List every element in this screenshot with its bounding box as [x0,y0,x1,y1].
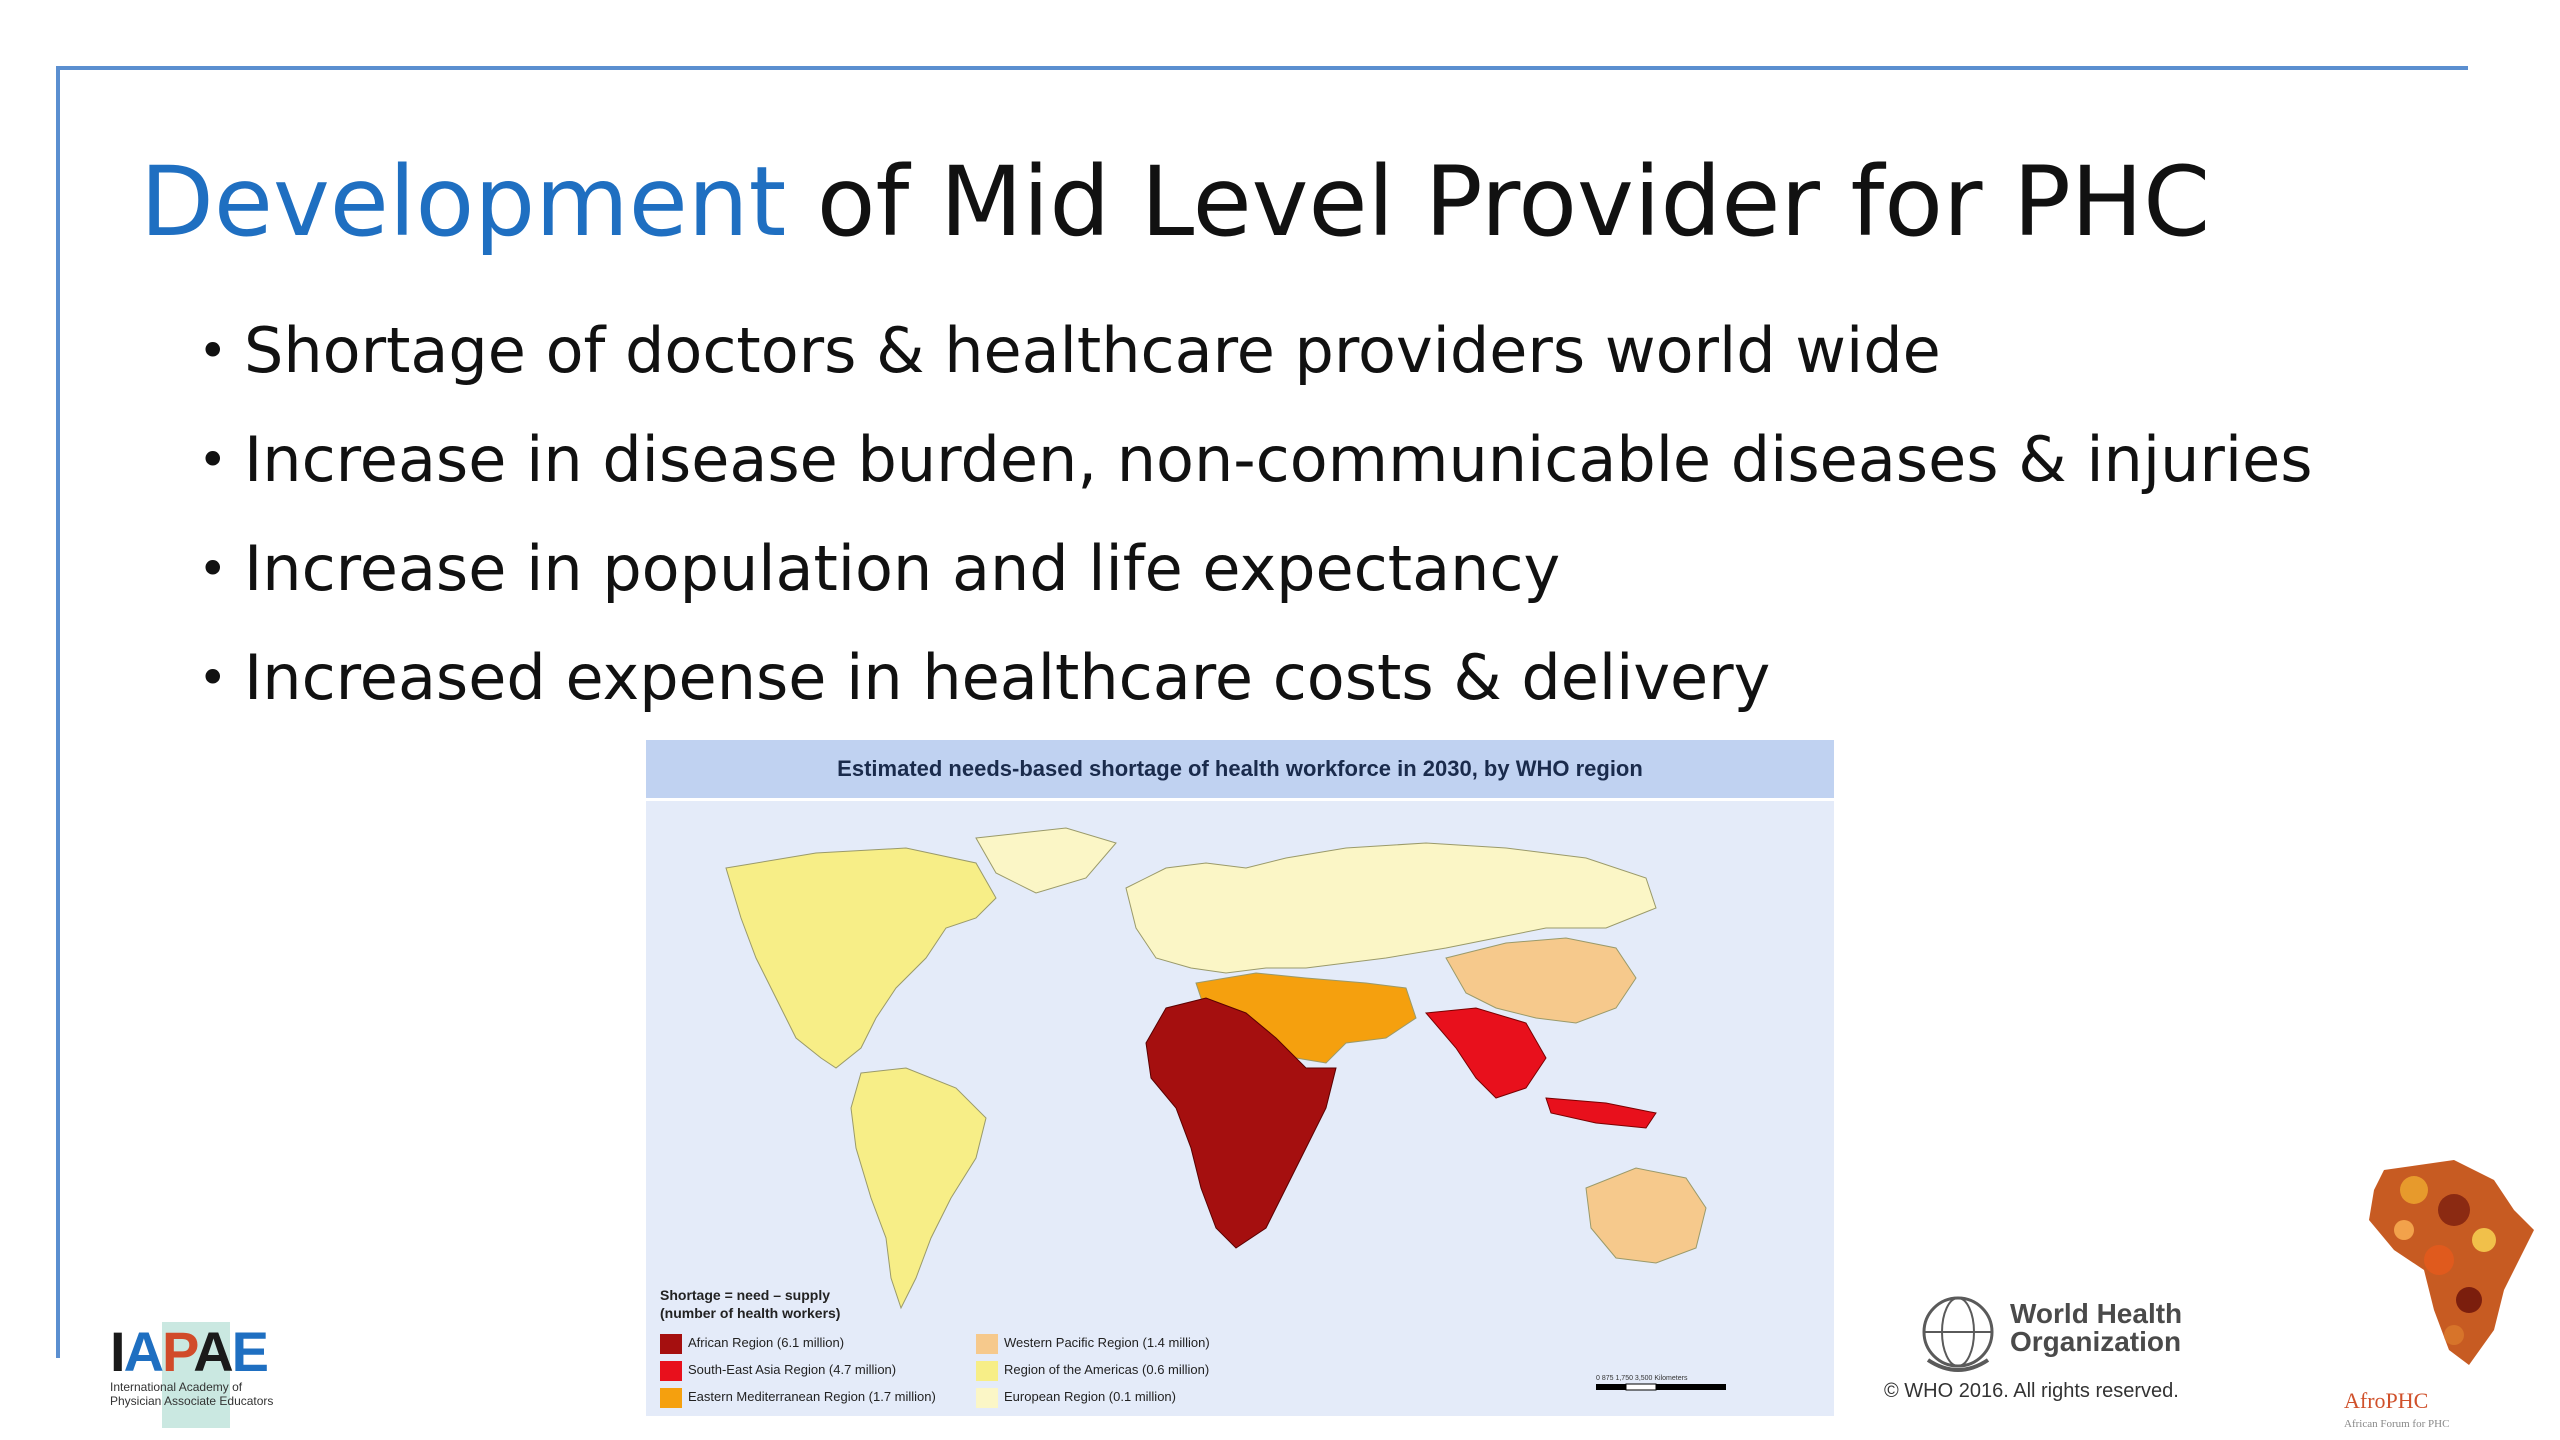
region-australia [1585,1167,1707,1264]
legend-swatch [976,1387,998,1408]
afrophc-subtitle: African Forum for PHC [2344,1418,2450,1430]
iapae-sub-line2: Physician Associate Educators [110,1394,274,1408]
afrophc-logo: AfroPHC African Forum for PHC [2344,1150,2554,1440]
iapae-sub-line1: International Academy of [110,1380,243,1394]
slide-frame-top [56,66,2468,70]
bullet-text: Increase in disease burden, non-communic… [244,423,2313,496]
legend-swatch [976,1333,998,1354]
map-scale-bar: 0 875 1,750 3,500 Kilometers [1596,1375,1726,1391]
bullet-item: • Increase in disease burden, non-communi… [198,419,2313,528]
scale-text: 0 875 1,750 3,500 Kilometers [1596,1375,1688,1382]
region-south-east-asia [1424,1007,1547,1099]
legend-label: European Region (0.1 million) [1004,1389,1176,1404]
region-africa [1145,997,1337,1249]
legend-title-line1: Shortage = need – supply [660,1287,830,1303]
legend-item: Western Pacific Region (1.4 million) [976,1332,1276,1359]
legend-item: Region of the Americas (0.6 million) [976,1359,1276,1386]
bullet-item: • Increased expense in healthcare costs &… [198,637,2313,746]
legend-item: South-East Asia Region (4.7 million) [660,1359,960,1386]
legend-swatch [976,1360,998,1381]
region-americas [725,847,997,1069]
bullet-item: • Shortage of doctors & healthcare provid… [198,310,2313,419]
iapae-logo-tint [162,1322,230,1428]
who-wordmark: World Health Organization [2010,1300,2182,1356]
legend-swatch [660,1360,682,1381]
legend-title-line2: (number of health workers) [660,1305,841,1321]
slide-title: Development of Mid Level Provider for PH… [140,149,2210,256]
iapae-subtitle: International Academy of Physician Assoc… [110,1380,310,1408]
bullet-dot: • [198,322,228,380]
bullet-list: • Shortage of doctors & healthcare provid… [198,310,2313,746]
who-shortage-map-figure: Estimated needs-based shortage of health… [646,740,1834,1416]
map-legend: Shortage = need – supply (number of heal… [660,1286,1560,1412]
bullet-dot: • [198,649,228,707]
slide-frame-left [56,66,60,1358]
legend-swatch [660,1387,682,1408]
bullet-text: Increased expense in healthcare costs & … [244,641,1771,714]
legend-label: Region of the Americas (0.6 million) [1004,1362,1210,1377]
bullet-item: • Increase in population and life expecta… [198,528,2313,637]
map-title: Estimated needs-based shortage of health… [646,740,1834,801]
legend-label: African Region (6.1 million) [688,1335,845,1350]
who-line2: Organization [2010,1326,2182,1357]
iapae-wordmark: IAPAE [110,1320,269,1383]
who-copyright: © WHO 2016. All rights reserved. [1884,1380,2179,1402]
who-line1: World Health [2010,1298,2183,1329]
legend-column-left: African Region (6.1 million) South-East … [660,1332,960,1413]
region-indonesia [1545,1097,1657,1129]
bullet-dot: • [198,540,228,598]
title-rest: of Mid Level Provider for PHC [786,146,2211,258]
iapae-logo: IAPAE International Academy of Physician… [110,1322,310,1432]
iapae-letter: A [193,1320,233,1383]
legend-swatch [660,1333,682,1354]
legend-label: Western Pacific Region (1.4 million) [1004,1335,1210,1350]
legend-item: African Region (6.1 million) [660,1332,960,1359]
legend-column-right: Western Pacific Region (1.4 million) Reg… [976,1332,1276,1413]
legend-item: European Region (0.1 million) [976,1386,1276,1413]
iapae-letter: P [162,1320,195,1383]
who-emblem-icon [1922,1296,1994,1372]
iapae-letter: E [231,1320,269,1383]
region-europe [1125,842,1657,974]
region-south-america [850,1067,987,1310]
title-accent: Development [140,146,787,258]
legend-label: South-East Asia Region (4.7 million) [688,1362,897,1377]
afrophc-name: AfroPHC [2344,1388,2429,1413]
region-western-pacific [1445,937,1637,1024]
legend-item: Eastern Mediterranean Region (1.7 millio… [660,1386,960,1413]
region-greenland [975,827,1117,894]
iapae-letter: A [123,1320,164,1383]
legend-label: Eastern Mediterranean Region (1.7 millio… [688,1389,936,1404]
world-map [725,827,1707,1310]
bullet-text: Shortage of doctors & healthcare provide… [244,314,1941,387]
bullet-text: Increase in population and life expectan… [244,532,1561,605]
africa-mosaic-icon [2369,1160,2534,1365]
bullet-dot: • [198,431,228,489]
iapae-letter: I [110,1320,126,1383]
